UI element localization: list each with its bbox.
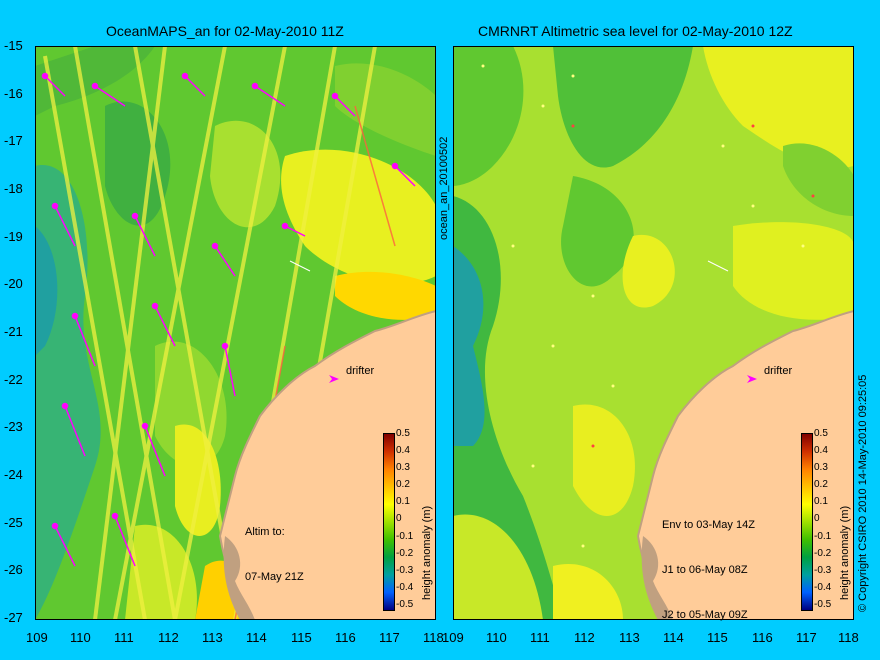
ocean-an-side-label: ocean_an_20100502 xyxy=(438,136,450,240)
left-sea-level-map xyxy=(35,46,436,620)
colorbar-tick: 0.1 xyxy=(396,496,410,507)
colorbar-tick: -0.3 xyxy=(814,565,832,576)
lon-tick: 110 xyxy=(486,630,507,645)
lon-tick: 118 xyxy=(423,630,444,645)
colorbar-label: height anomaly (m) xyxy=(421,505,433,600)
colorbar-tick: 0 xyxy=(396,513,402,524)
colorbar-tick: 0 xyxy=(814,513,820,524)
lat-tick: -15 xyxy=(4,38,23,53)
drifter-arrow-icon xyxy=(747,375,757,383)
lon-tick: 111 xyxy=(530,630,550,645)
colorbar-tick: -0.5 xyxy=(814,599,832,610)
lon-tick: 112 xyxy=(158,630,179,645)
left-annotation-line: Altim to: xyxy=(245,526,285,538)
lon-tick: 113 xyxy=(619,630,640,645)
lon-tick: 118 xyxy=(838,630,859,645)
colorbar-tick: 0.5 xyxy=(814,428,828,439)
lon-tick: 115 xyxy=(707,630,728,645)
left-panel-title: OceanMAPS_an for 02-May-2010 11Z xyxy=(106,23,344,39)
colorbar-tick: -0.1 xyxy=(814,531,832,542)
lon-tick: 111 xyxy=(114,630,134,645)
lat-tick: -24 xyxy=(4,467,23,482)
left-drifter-label: drifter xyxy=(346,365,375,377)
colorbar-tick: 0.2 xyxy=(396,479,410,490)
lat-tick: -22 xyxy=(4,372,23,387)
colorbar-label: height anomaly (m) xyxy=(839,505,851,600)
colorbar-tick: -0.2 xyxy=(814,548,832,559)
lat-tick: -19 xyxy=(4,229,23,244)
right-drifter-label: drifter xyxy=(764,365,793,377)
lon-tick: 113 xyxy=(202,630,223,645)
lon-tick: 116 xyxy=(335,630,356,645)
right-annotation-line: J1 to 06-May 08Z xyxy=(662,564,748,576)
lon-tick: 117 xyxy=(379,630,400,645)
colorbar-tick: 0.1 xyxy=(814,496,828,507)
colorbar-tick: 0.3 xyxy=(814,462,828,473)
colorbar-tick: 0.4 xyxy=(396,445,410,456)
lon-tick: 112 xyxy=(574,630,595,645)
right-annotation-line: J2 to 05-May 09Z xyxy=(662,609,748,621)
colorbar-tick: -0.5 xyxy=(396,599,414,610)
left-annotation-line: 07-May 21Z xyxy=(245,571,304,583)
lon-tick: 117 xyxy=(796,630,817,645)
colorbar-tick: 0.4 xyxy=(814,445,828,456)
right-sea-level-map xyxy=(453,46,854,620)
left-annotation: Altim to: 07-May 21Z xyxy=(245,495,304,600)
right-colorbar-scale xyxy=(801,433,813,611)
colorbar-tick: -0.2 xyxy=(396,548,414,559)
lat-tick: -25 xyxy=(4,515,23,530)
lat-tick: -18 xyxy=(4,181,23,196)
lon-tick: 114 xyxy=(246,630,267,645)
lon-tick: 109 xyxy=(442,630,464,645)
lat-tick: -27 xyxy=(4,610,23,625)
right-annotation: Env to 03-May 14Z J1 to 06-May 08Z J2 to… xyxy=(662,488,755,638)
lon-tick: 110 xyxy=(70,630,91,645)
lon-tick: 109 xyxy=(26,630,48,645)
lat-tick: -23 xyxy=(4,419,23,434)
right-map-panel xyxy=(453,46,854,620)
lon-tick: 115 xyxy=(291,630,312,645)
colorbar-tick: -0.4 xyxy=(396,582,414,593)
right-annotation-line: Env to 03-May 14Z xyxy=(662,519,755,531)
lat-tick: -21 xyxy=(4,324,23,339)
lat-tick: -17 xyxy=(4,133,23,148)
colorbar-tick: -0.1 xyxy=(396,531,414,542)
colorbar-tick: 0.3 xyxy=(396,462,410,473)
left-map-panel xyxy=(35,46,436,620)
colorbar-tick: 0.2 xyxy=(814,479,828,490)
lat-tick: -16 xyxy=(4,86,23,101)
lon-tick: 116 xyxy=(752,630,773,645)
lat-tick: -20 xyxy=(4,276,23,291)
right-panel-title: CMRNRT Altimetric sea level for 02-May-2… xyxy=(478,23,793,39)
colorbar-tick: -0.3 xyxy=(396,565,414,576)
colorbar-tick: -0.4 xyxy=(814,582,832,593)
lon-tick: 114 xyxy=(663,630,684,645)
lat-tick: -26 xyxy=(4,562,23,577)
left-colorbar-scale xyxy=(383,433,395,611)
drifter-arrow-icon xyxy=(329,375,339,383)
copyright-side-label: © Copyright CSIRO 2010 14-May-2010 09:25… xyxy=(857,374,869,612)
colorbar-tick: 0.5 xyxy=(396,428,410,439)
